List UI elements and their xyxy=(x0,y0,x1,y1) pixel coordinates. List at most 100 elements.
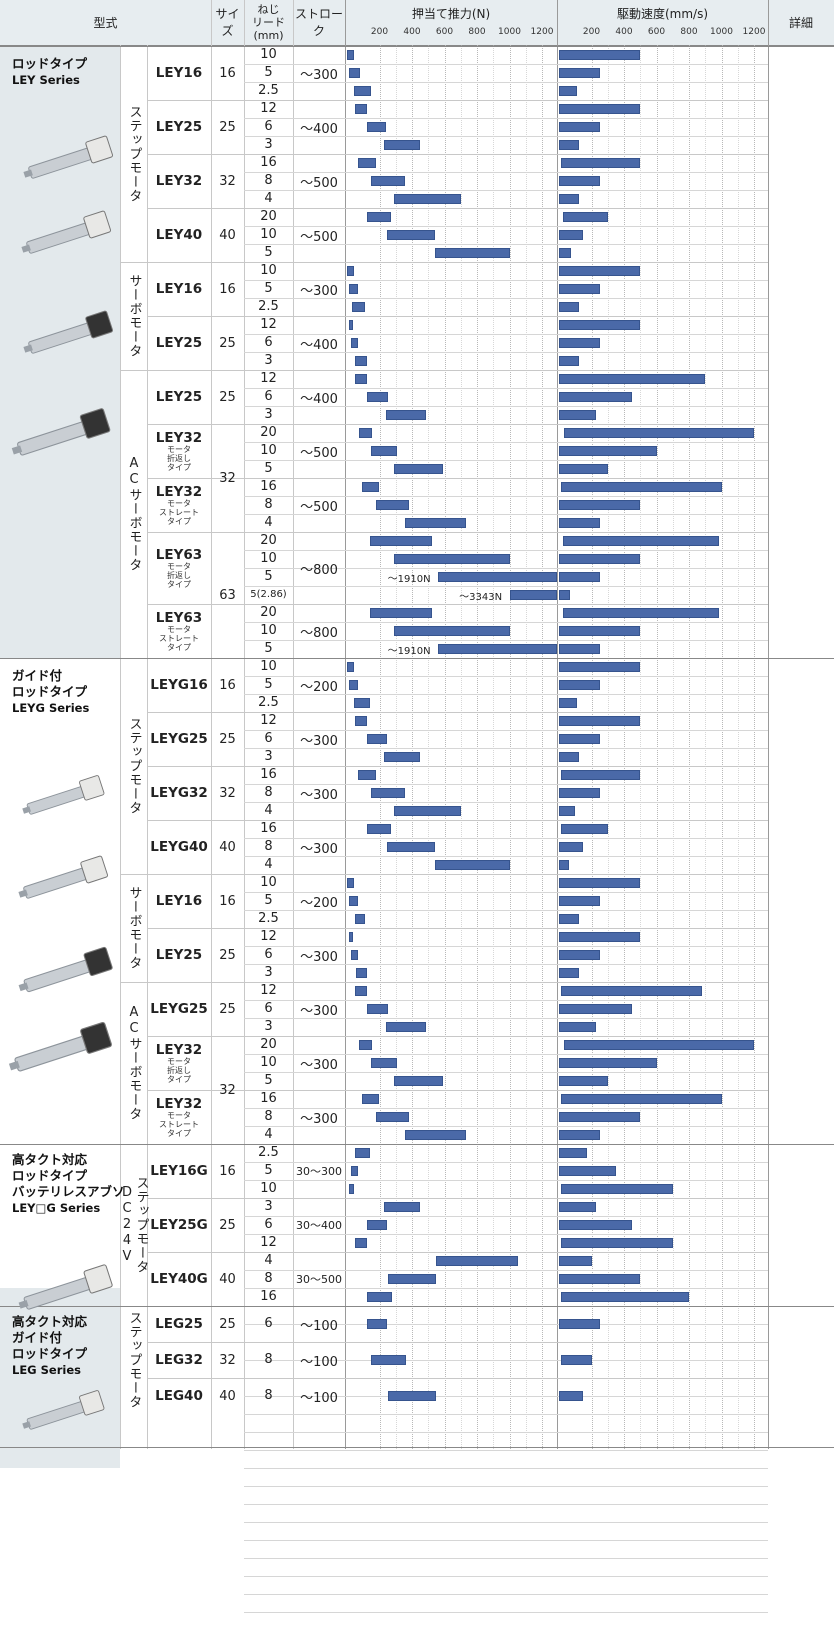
row-divider xyxy=(244,1161,768,1163)
force-bar xyxy=(376,499,409,510)
lead-value: 16 xyxy=(260,1091,277,1106)
force-bar-label: ～3343N xyxy=(459,591,503,603)
model-name: LEY63 xyxy=(155,609,203,626)
model-name: LEY25G xyxy=(150,1217,208,1233)
size-cell: 63 xyxy=(211,531,244,658)
row-divider xyxy=(244,1539,768,1541)
force-bar xyxy=(367,1318,387,1329)
lead-value: 5 xyxy=(264,281,273,296)
lead-value: 3 xyxy=(264,353,273,368)
size-cell: 40 xyxy=(211,207,244,262)
force-tick-label: 1200 xyxy=(530,27,554,37)
header-band xyxy=(0,0,834,46)
model-name: LEYG16 xyxy=(150,677,208,693)
speed-bar xyxy=(559,661,641,672)
force-tick-label: 200 xyxy=(370,27,389,37)
row-divider xyxy=(244,63,768,65)
row-divider xyxy=(244,909,768,911)
stroke-cell: ～800 xyxy=(293,531,345,604)
force-header: 押当て推力(N) xyxy=(411,6,491,21)
stroke-header: ストローク xyxy=(294,7,343,38)
row-divider xyxy=(244,549,768,551)
motor-type-text: ACサーボモータ xyxy=(126,456,142,572)
product-photo xyxy=(15,1245,120,1335)
model-divider xyxy=(147,1377,768,1379)
lead-value: 2.5 xyxy=(258,83,279,98)
row-divider xyxy=(244,405,768,407)
model-note: モータ ストレート タイプ xyxy=(159,1110,199,1138)
speed-bar xyxy=(559,1219,633,1230)
lead-value: 20 xyxy=(260,209,277,224)
speed-bar xyxy=(563,607,720,618)
stroke-cell: ～300 xyxy=(293,765,345,820)
column-divider xyxy=(345,0,346,1449)
size-cell: 25 xyxy=(211,927,244,982)
motor-type-label: サーボモータ xyxy=(120,873,147,982)
speed-bar xyxy=(561,769,641,780)
size-cell: 32 xyxy=(211,1035,244,1144)
speed-bar xyxy=(561,823,608,834)
lead-value: 4 xyxy=(264,191,273,206)
motor-type-text: ACサーボモータ xyxy=(126,1005,142,1121)
model-divider xyxy=(147,1035,768,1037)
speed-bar xyxy=(559,913,579,924)
speed-bar xyxy=(561,157,641,168)
model-cell: LEY16 xyxy=(147,261,211,316)
force-bar xyxy=(383,139,421,150)
force-bar xyxy=(353,697,370,708)
lead-value: 8 xyxy=(264,173,273,188)
row-divider xyxy=(244,783,768,785)
lead-value: 5(2.86) xyxy=(250,589,287,600)
model-divider xyxy=(147,531,768,533)
lead-value: 16 xyxy=(260,1289,277,1304)
speed-gridline xyxy=(591,45,593,1449)
motor-type-text: サーボモータ xyxy=(126,274,142,358)
force-bar xyxy=(383,1201,421,1212)
row-divider xyxy=(244,855,768,857)
row-divider xyxy=(244,1323,768,1325)
lead-value: 12 xyxy=(260,317,277,332)
speed-bar xyxy=(559,1003,633,1014)
stroke-cell: 30～300 xyxy=(293,1143,345,1198)
lead-value: 6 xyxy=(264,1001,273,1016)
lead-value: 8 xyxy=(264,497,273,512)
motor-type-label: ステップモータ xyxy=(120,1305,147,1414)
series-label-line: ロッドタイプ xyxy=(12,55,88,71)
row-divider xyxy=(244,1215,768,1217)
model-cell: LEY40G xyxy=(147,1251,211,1306)
lead-value: 10 xyxy=(260,551,277,566)
series-label-line: LEY□G Series xyxy=(12,1200,101,1215)
lead-value: 8 xyxy=(264,1109,273,1124)
speed-bar xyxy=(559,715,641,726)
model-divider xyxy=(147,873,768,875)
stroke-cell: ～100 xyxy=(293,1341,345,1378)
row-divider xyxy=(244,1431,768,1433)
model-cell: LEY32 モータ ストレート タイプ xyxy=(147,1089,211,1144)
force-bar xyxy=(351,949,359,960)
model-cell: LEY32 モータ 折返し タイプ xyxy=(147,1035,211,1090)
speed-tick-label: 1000 xyxy=(710,27,733,37)
table-bottom xyxy=(0,1447,834,1448)
row-divider xyxy=(244,387,768,389)
lead-value: 8 xyxy=(264,785,273,800)
model-note: モータ ストレート タイプ xyxy=(159,624,199,652)
force-bar xyxy=(370,787,405,798)
speed-gridline xyxy=(640,45,642,1449)
force-gridline xyxy=(460,45,462,1449)
force-bar xyxy=(355,913,365,924)
speed-bar xyxy=(559,193,580,204)
series-label: ロッドタイプ LEY Series xyxy=(12,56,87,88)
speed-bar xyxy=(559,841,584,852)
speed-bar xyxy=(559,1129,600,1140)
model-name: LEY25 xyxy=(155,119,203,135)
speed-tick-label: 200 xyxy=(582,27,601,37)
series-label: ガイド付 ロッドタイプ LEYG Series xyxy=(12,668,89,716)
row-divider xyxy=(244,1071,768,1073)
speed-bar xyxy=(559,733,600,744)
force-bar xyxy=(367,1219,387,1230)
product-photo xyxy=(18,205,118,265)
speed-tick-label: 400 xyxy=(615,27,633,37)
row-divider xyxy=(244,459,768,461)
model-cell: LEY32 モータ ストレート タイプ xyxy=(147,477,211,532)
